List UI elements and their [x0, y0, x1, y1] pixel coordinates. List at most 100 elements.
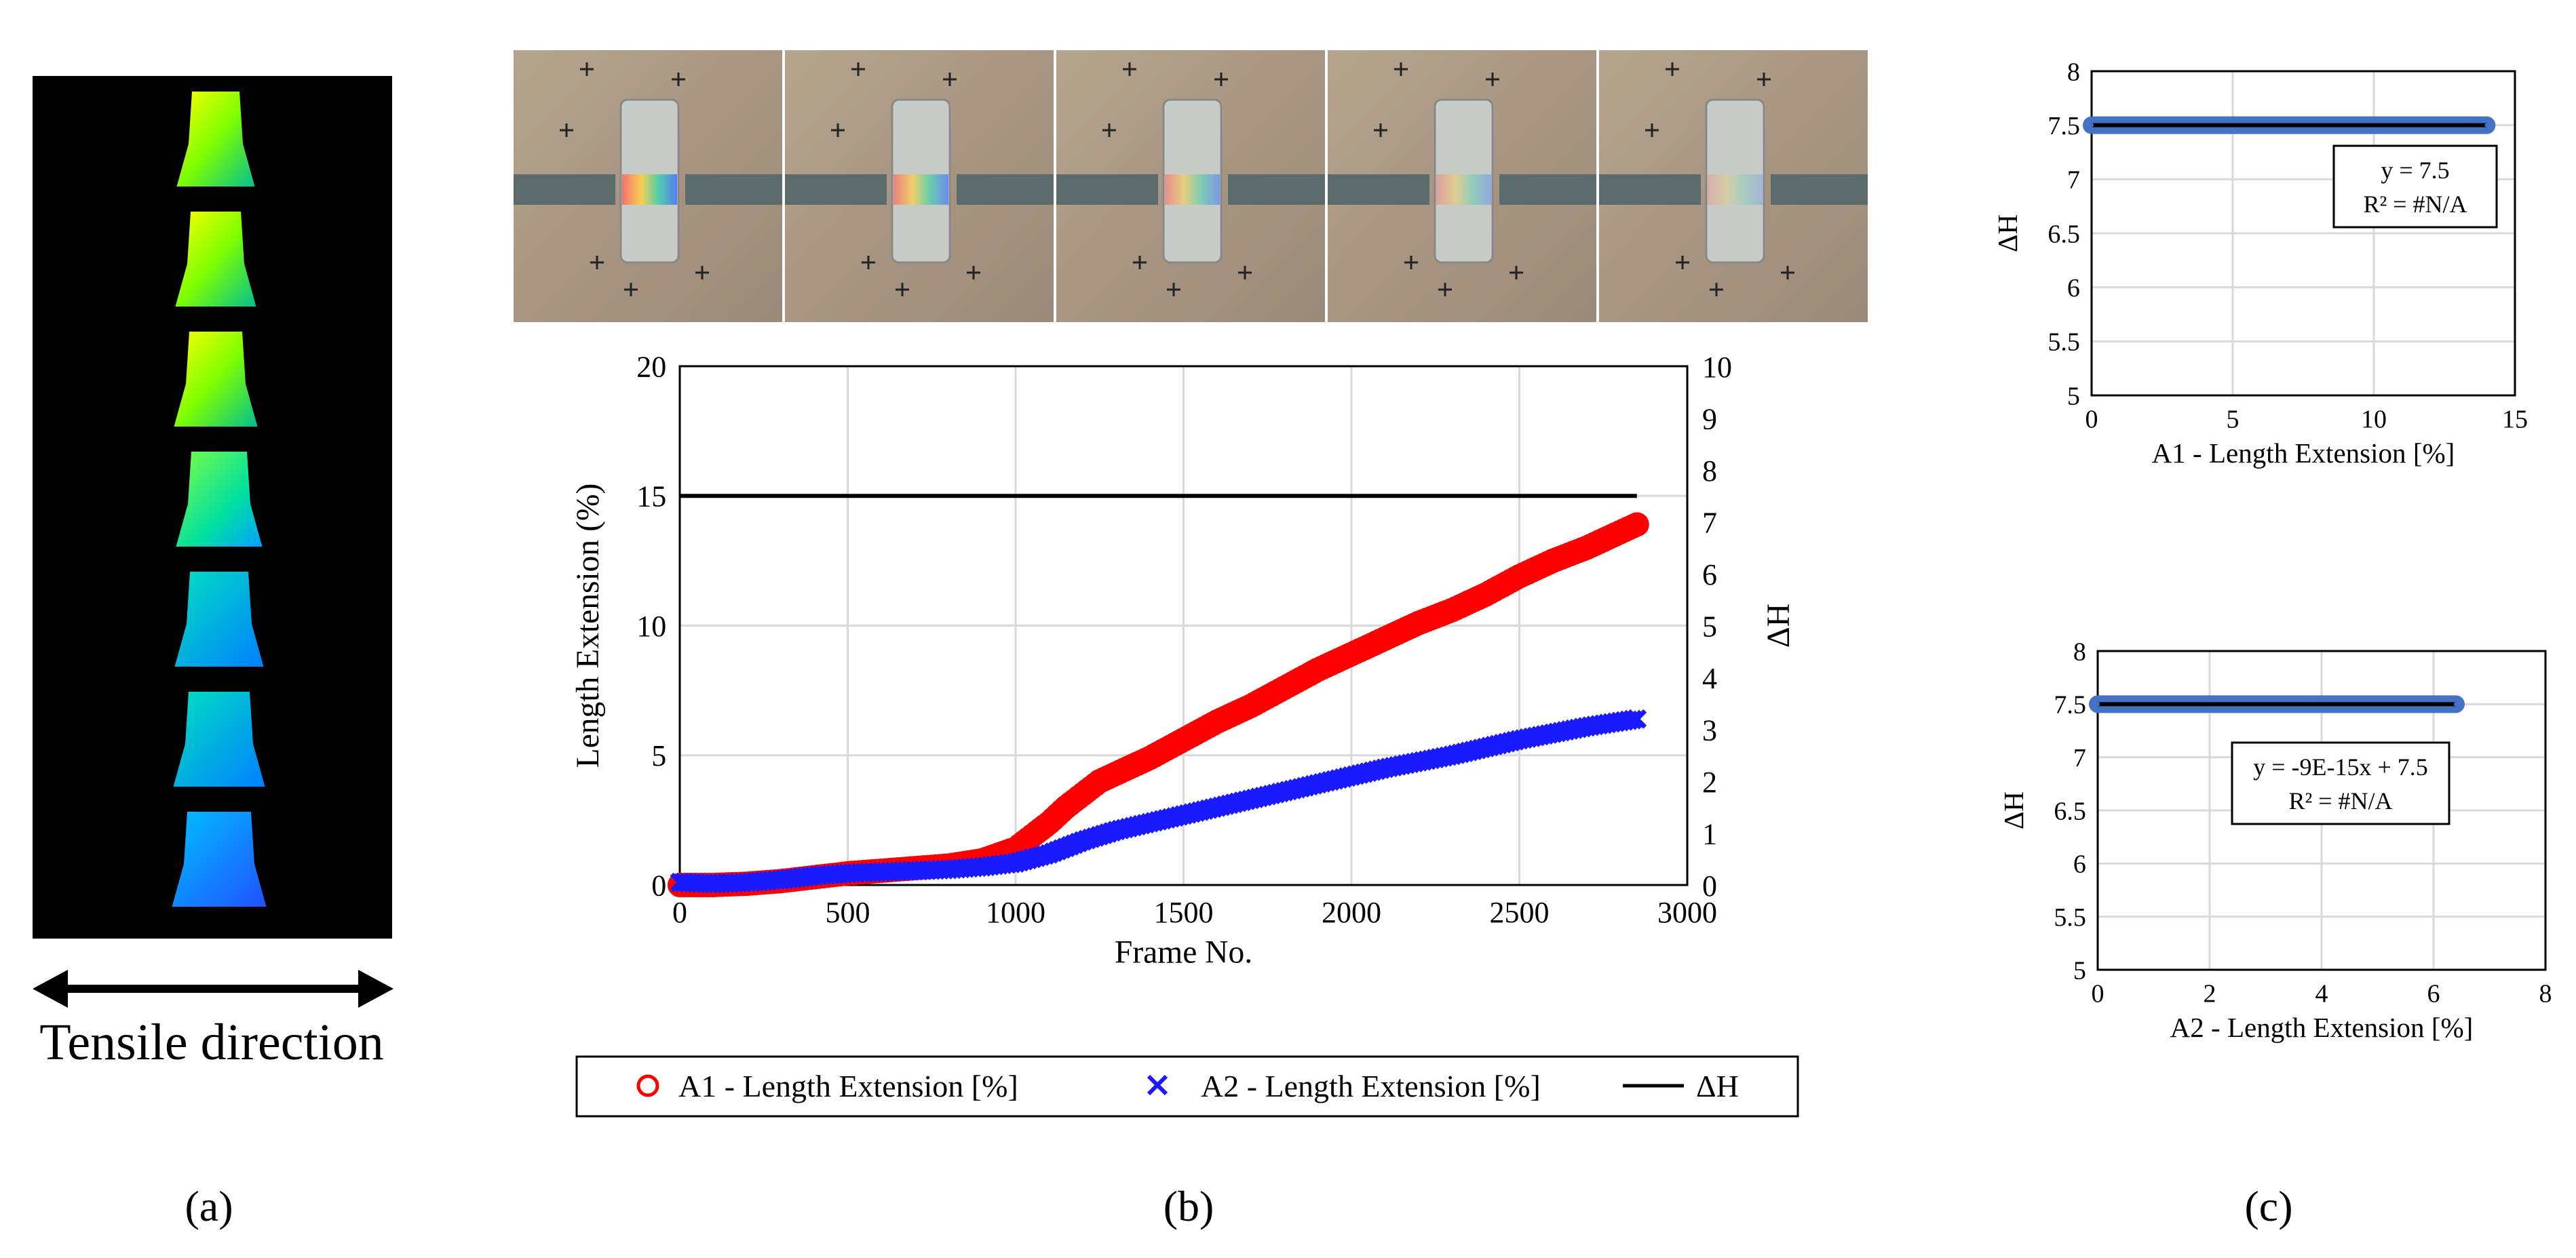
y-tick-label: 7 — [2067, 166, 2080, 195]
y2-axis-label: ΔH — [1761, 604, 1796, 648]
y-tick-label: 5 — [651, 739, 666, 772]
trendline-equation: y = -9E-15x + 7.5 — [2253, 753, 2428, 781]
legend-marker-a1 — [636, 1074, 659, 1097]
thermal-frame — [175, 212, 256, 307]
x-tick-label: 4 — [2315, 980, 2328, 1008]
x-tick-label: 3000 — [1657, 896, 1717, 929]
thermal-frame — [176, 92, 255, 186]
thermal-frame — [174, 332, 258, 427]
y-tick-label: 15 — [636, 480, 666, 513]
legend-marker-a2 — [1147, 1074, 1168, 1096]
data-point-a2 — [1627, 709, 1647, 729]
y-tick-label: 20 — [636, 350, 666, 383]
y2-tick-label: 9 — [1702, 403, 1717, 436]
plot-frame — [2096, 650, 2547, 971]
y-tick-label: 10 — [636, 610, 666, 643]
y-tick-label: 6 — [2073, 850, 2086, 879]
y2-tick-label: 1 — [1702, 818, 1717, 851]
specimen-photo — [1596, 47, 1870, 325]
thermal-frame — [176, 452, 263, 547]
specimen-photo — [1054, 47, 1328, 325]
specimen-photo-strip — [511, 47, 1870, 325]
y-tick-label: 7 — [2073, 744, 2086, 772]
x-tick-label: 2000 — [1322, 896, 1381, 929]
legend-label-dh: ΔH — [1696, 1069, 1739, 1103]
panel-label-c: (c) — [2244, 1182, 2292, 1230]
r-squared: R² = #N/A — [2363, 191, 2467, 218]
y-axis-label: ΔH — [1998, 791, 2029, 829]
data-point — [2090, 123, 2094, 127]
y-tick-label: 5 — [2067, 382, 2080, 410]
y-tick-label: 5.5 — [2054, 903, 2086, 932]
trendline-equation: y = 7.5 — [2381, 157, 2449, 184]
r-squared: R² = #N/A — [2288, 787, 2392, 814]
x-axis-label: A1 - Length Extension [%] — [2152, 437, 2455, 469]
x-tick-label: 2500 — [1490, 896, 1550, 929]
y2-tick-label: 8 — [1702, 454, 1717, 488]
y-tick-label: 5 — [2073, 956, 2086, 985]
x-tick-label: 0 — [672, 896, 687, 929]
legend-label-a2: A2 - Length Extension [%] — [1201, 1069, 1541, 1103]
y-axis-label: ΔH — [1992, 214, 2023, 252]
y2-tick-label: 6 — [1702, 558, 1717, 591]
data-point-a2 — [1623, 709, 1643, 730]
thermal-frame — [172, 812, 267, 907]
specimen-photo — [1325, 47, 1599, 325]
panel-label-a: (a) — [185, 1182, 233, 1230]
x-tick-label: 2 — [2204, 980, 2216, 1008]
y-tick-label: 7.5 — [2048, 112, 2080, 140]
y-tick-label: 6.5 — [2048, 220, 2080, 248]
panel-label-b: (b) — [1164, 1182, 1214, 1230]
plot-frame — [678, 365, 1689, 886]
x-tick-label: 10 — [2361, 406, 2387, 434]
x-tick-label: 6 — [2427, 980, 2440, 1008]
tensile-arrow-right-head — [358, 970, 393, 1008]
y2-tick-label: 3 — [1702, 714, 1717, 747]
series-a2 — [670, 709, 1647, 894]
x-tick-label: 0 — [2092, 980, 2104, 1008]
equation-box — [2231, 741, 2450, 825]
main-chart-legend: A1 - Length Extension [%] A2 - Length Ex… — [575, 1055, 1799, 1118]
data-point — [2454, 702, 2458, 707]
y-tick-label: 6 — [2067, 274, 2080, 302]
x-tick-label: 1500 — [1154, 896, 1214, 929]
specimen-photo — [511, 47, 785, 325]
legend-label-a1: A1 - Length Extension [%] — [678, 1069, 1018, 1103]
data-point — [2484, 123, 2489, 127]
y2-tick-label: 2 — [1702, 766, 1717, 799]
specimen-photo — [782, 47, 1056, 325]
y-tick-label: 8 — [2073, 637, 2086, 666]
y-tick-label: 6.5 — [2054, 797, 2086, 825]
data-point-a1 — [1624, 512, 1649, 537]
y-tick-label: 0 — [651, 869, 666, 902]
x-tick-label: 5 — [2227, 406, 2239, 434]
panel-a: Tensile direction — [33, 76, 393, 1071]
tensile-direction-caption: Tensile direction — [39, 1014, 384, 1071]
x-tick-label: 8 — [2539, 980, 2552, 1008]
y-tick-label: 8 — [2067, 58, 2080, 86]
plot-frame — [2090, 70, 2516, 397]
thermal-frame — [173, 692, 265, 787]
y-axis-label: Length Extension (%) — [571, 484, 606, 768]
thermal-frames — [172, 92, 267, 907]
thermal-frame — [174, 572, 264, 667]
chart-c2: 0 2 4 6 8 5 5.5 6 6.5 7 7.5 8 A2 - Length Extension … — [1998, 637, 2552, 1043]
y2-tick-label: 7 — [1702, 507, 1717, 540]
x-tick-label: 15 — [2502, 406, 2528, 434]
equation-box — [2332, 144, 2498, 229]
x-tick-label: 500 — [826, 896, 870, 929]
y-tick-label: 7.5 — [2054, 691, 2086, 720]
y2-tick-label: 4 — [1702, 662, 1717, 695]
data-point — [2096, 702, 2100, 707]
y-tick-label: 5.5 — [2048, 328, 2080, 357]
x-axis-label: Frame No. — [1115, 935, 1252, 970]
y2-tick-label: 10 — [1702, 351, 1732, 384]
y2-tick-label: 0 — [1702, 869, 1717, 903]
x-tick-label: 1000 — [986, 896, 1045, 929]
y2-tick-label: 5 — [1702, 610, 1717, 644]
x-tick-label: 0 — [2085, 406, 2098, 434]
x-axis-label: A2 - Length Extension [%] — [2170, 1012, 2474, 1043]
